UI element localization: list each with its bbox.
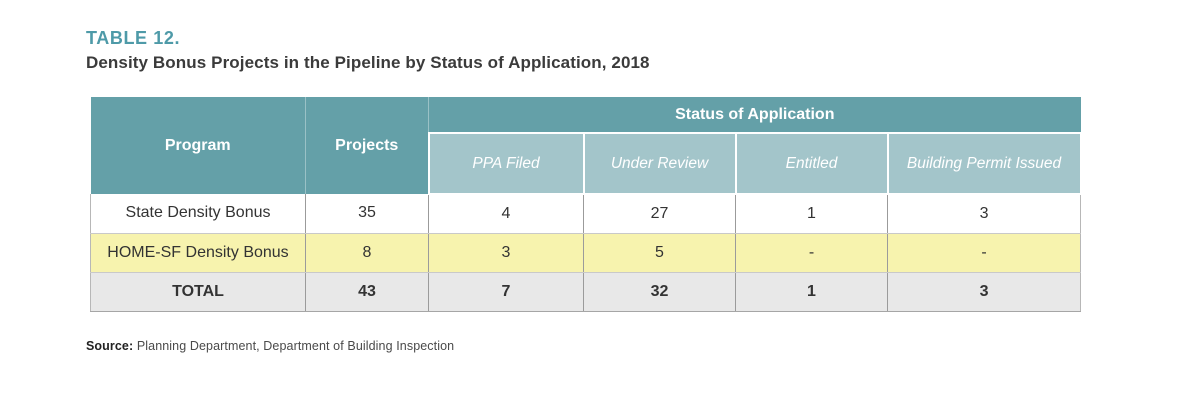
- cell-ppa-filed: 3: [428, 233, 584, 273]
- cell-under-review: 32: [583, 272, 736, 312]
- cell-entitled: -: [735, 233, 888, 273]
- cell-program: HOME-SF Density Bonus: [90, 233, 306, 273]
- table-number-label: TABLE 12.: [86, 28, 181, 48]
- cell-building-permit: -: [886, 233, 1082, 273]
- cell-ppa-filed: 4: [428, 194, 584, 234]
- header-row-status: PPA Filed Under Review Entitled Building…: [91, 133, 1082, 195]
- source-label: Source:: [86, 339, 134, 353]
- column-header-program: Program: [90, 97, 306, 194]
- column-header-entitled: Entitled: [734, 133, 888, 195]
- cell-program: TOTAL: [90, 272, 306, 312]
- cell-building-permit: 3: [886, 194, 1082, 234]
- column-header-building-permit-issued: Building Permit Issued: [886, 133, 1082, 195]
- cell-entitled: 1: [735, 272, 888, 312]
- cell-under-review: 5: [583, 233, 736, 273]
- table-row-state-density-bonus: State Density Bonus 35 4 27 1 3: [90, 194, 1082, 234]
- source-text: Planning Department, Department of Build…: [136, 339, 455, 353]
- cell-projects: 35: [305, 194, 429, 234]
- cell-entitled: 1: [735, 194, 888, 234]
- column-group-header-status: Status of Application: [428, 97, 1081, 134]
- cell-projects: 43: [305, 272, 429, 312]
- density-bonus-table: Program Projects Status of Application P…: [90, 97, 1082, 312]
- column-header-projects: Projects: [305, 97, 429, 194]
- cell-program: State Density Bonus: [90, 194, 306, 234]
- cell-ppa-filed: 7: [428, 272, 584, 312]
- cell-building-permit: 3: [886, 272, 1082, 312]
- column-header-under-review: Under Review: [582, 133, 736, 195]
- source-note: Source: Planning Department, Department …: [86, 339, 454, 353]
- cell-projects: 8: [305, 233, 429, 273]
- column-header-ppa-filed: PPA Filed: [427, 133, 584, 195]
- header-row-top: Program Projects Status of Application: [90, 97, 1081, 194]
- cell-under-review: 27: [583, 194, 736, 234]
- table-title: Density Bonus Projects in the Pipeline b…: [86, 53, 650, 72]
- table-row-total: TOTAL 43 7 32 1 3: [90, 272, 1082, 312]
- table-row-home-sf-density-bonus: HOME-SF Density Bonus 8 3 5 - -: [90, 233, 1082, 273]
